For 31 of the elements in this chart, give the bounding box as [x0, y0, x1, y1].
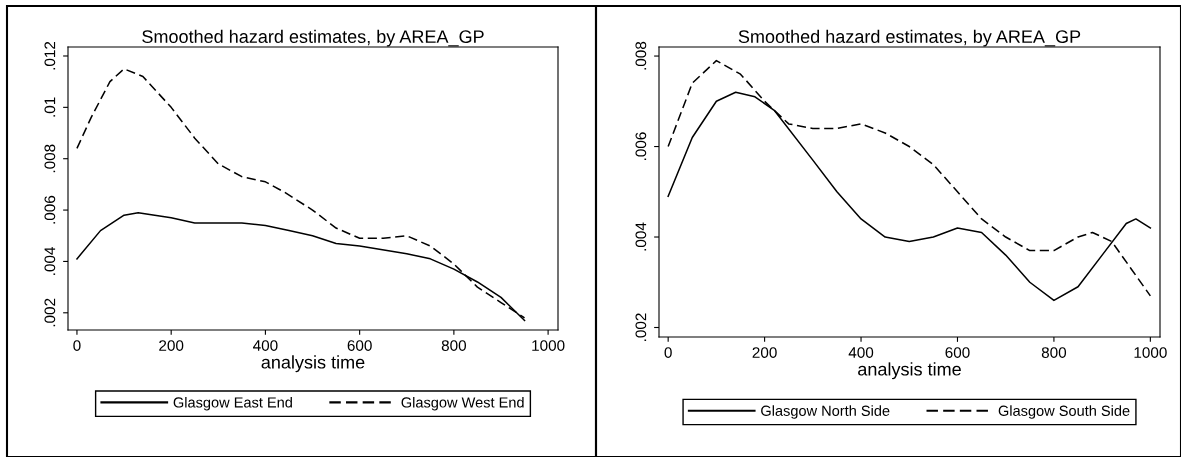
y-tick-label: .01	[44, 97, 56, 117]
chart-title: Smoothed hazard estimates, by AREA_GP	[738, 29, 1081, 47]
x-tick-label: 400	[848, 347, 874, 358]
x-tick-label: 0	[664, 347, 672, 358]
line-series	[667, 59, 1152, 297]
y-tick-label: .006	[635, 132, 647, 160]
y-tick-label: .002	[635, 313, 647, 341]
legend-label: Glasgow South Side	[998, 405, 1130, 419]
x-tick-label: 400	[253, 340, 278, 351]
chart-title: Smoothed hazard estimates, by AREA_GP	[142, 29, 484, 47]
x-tick-label: 200	[159, 340, 184, 351]
x-tick-label: 0	[73, 340, 81, 351]
y-tick-label: .012	[44, 41, 56, 70]
x-tick-label: 600	[347, 340, 372, 351]
y-tick-label: .008	[44, 144, 56, 173]
y-tick-label: .004	[44, 247, 56, 275]
x-tick-label: 1000	[532, 340, 565, 351]
x-tick-label: 800	[1041, 347, 1067, 358]
x-axis-title: analysis time	[858, 362, 961, 380]
x-tick-label: 600	[945, 347, 970, 358]
legend-label: Glasgow North Side	[761, 405, 890, 419]
legend-label: Glasgow East End	[173, 396, 292, 411]
legend-label: Glasgow West End	[401, 396, 524, 411]
x-axis-title: analysis time	[261, 355, 365, 373]
x-tick-label: 200	[752, 347, 777, 358]
x-tick-label: 800	[441, 340, 467, 351]
y-tick-label: .004	[635, 222, 647, 251]
y-tick-label: .002	[44, 298, 56, 327]
y-tick-label: .008	[635, 41, 647, 70]
x-tick-label: 1000	[1134, 347, 1167, 358]
y-tick-label: .006	[44, 195, 56, 224]
